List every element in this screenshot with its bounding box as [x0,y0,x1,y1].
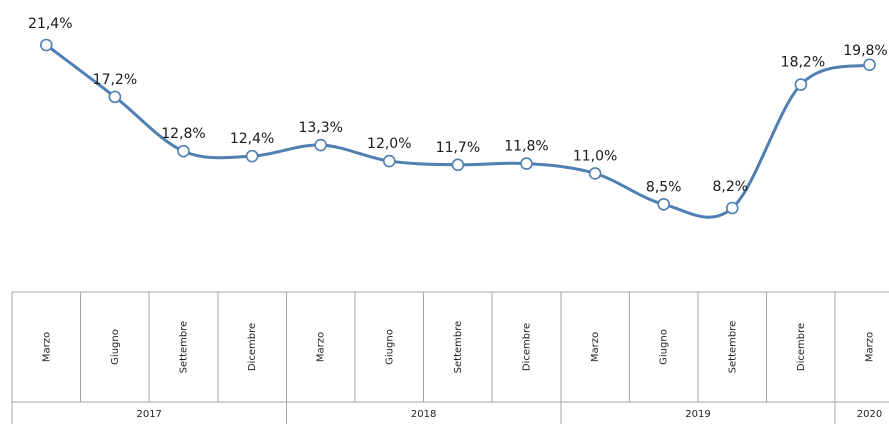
year-group-label: 2020 [857,409,882,420]
data-label: 12,8% [161,126,205,142]
category-axis: Marzo Giugno Settembre Dicembre Marzo Giugno S… [11,291,889,424]
x-tick-label: Giugno [659,329,670,365]
x-tick-label: Marzo [41,332,52,362]
data-point [863,58,876,72]
x-tick-label: Giugno [110,329,121,365]
data-point [245,149,259,163]
data-label: 17,2% [93,72,137,88]
data-label: 12,4% [230,131,274,147]
year-group-label: 2018 [411,409,436,420]
data-label: 12,0% [367,136,411,152]
data-point [794,78,808,91]
x-tick-label: Dicembre [796,323,807,371]
x-tick-label: Settembre [453,321,464,374]
x-tick-label: Dicembre [247,323,258,371]
x-tick-label: Marzo [316,332,327,362]
x-tick-label: Dicembre [522,323,533,371]
data-point [520,157,533,170]
data-label: 11,0% [573,148,617,164]
data-point [657,197,671,211]
x-tick-label: Settembre [727,321,738,374]
year-group-label: 2019 [685,409,710,420]
data-point [108,90,122,104]
data-point [314,138,328,152]
data-point [177,144,190,158]
data-label: 21,4% [28,16,72,32]
data-point [39,38,53,52]
data-label: 18,2% [781,55,825,71]
data-point [588,167,602,180]
year-group-label: 2017 [136,409,161,420]
data-point [725,201,739,215]
data-label: 11,8% [504,139,548,155]
x-tick-label: Giugno [384,329,395,365]
data-labels: 21,4% 17,2% 12,8% 12,4% 13,3% 12,0% 11,7% 11,8%… [28,16,888,195]
x-tick-label: Marzo [865,332,876,362]
x-tick-label: Settembre [179,321,190,374]
data-label: 8,2% [713,179,749,195]
data-label: 19,8% [843,43,887,59]
data-label: 11,7% [436,140,480,156]
data-label: 13,3% [298,120,342,136]
data-point [451,158,465,172]
x-tick-label: Marzo [590,332,601,362]
series-markers [39,38,876,215]
data-label: 8,5% [646,179,682,195]
data-point [382,154,396,168]
